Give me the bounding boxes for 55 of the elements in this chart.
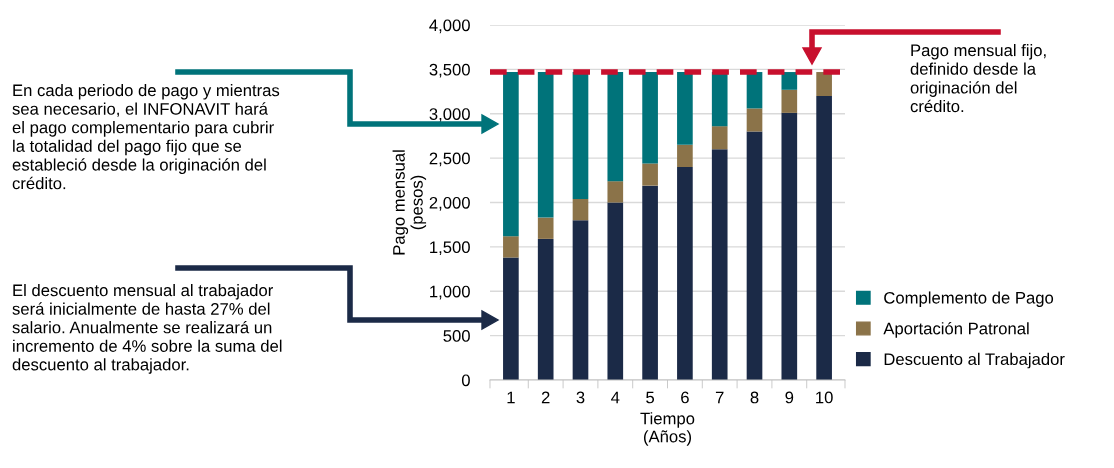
bar (781, 112, 798, 380)
bar (816, 72, 832, 96)
y-tick-label: 500 (443, 330, 470, 342)
y-tick-label: 2,000 (429, 196, 470, 211)
y-tick-label: 1,000 (430, 285, 470, 300)
bar (711, 72, 728, 127)
y-tick-label: 2,500 (429, 152, 470, 167)
text: En cada periodo de pago y mientras sea necesario, el INFONAVIT hará el pago complementario para cubrir la totalidad del pago fijo que se estableció desde la originación del crédito. (12, 84, 280, 190)
bar (781, 89, 798, 113)
bar (642, 163, 658, 186)
bar (781, 72, 798, 90)
bar (537, 72, 554, 218)
legend-label: Descuento al Trabajador (884, 352, 1065, 369)
y-tick-label: 3,500 (429, 63, 470, 78)
x-tick-label: 6 (681, 391, 689, 404)
bar (607, 72, 624, 182)
x-tick-label: 8 (750, 391, 759, 404)
bar (607, 202, 624, 380)
y-tick-label: 3,000 (429, 108, 470, 122)
legend-label: Aportación Patronal (883, 321, 1029, 338)
y-tick-label: 4,000 (429, 19, 470, 34)
x-tick-label: 4 (611, 391, 620, 404)
bar (537, 217, 554, 239)
x-tick-label: 1 (507, 391, 515, 404)
text: El descuento mensual al trabajador será inicialmente de hasta 27% del salario. Anualmente se realizará un incremento de 4% sobre la suma del descuento al trabajador. (12, 284, 282, 374)
bar (677, 144, 693, 167)
bar (572, 220, 589, 380)
bar (746, 108, 763, 132)
bar (746, 131, 763, 380)
bar (642, 185, 658, 380)
bar (711, 149, 728, 380)
bar (537, 238, 554, 380)
x-tick-label: 3 (576, 391, 585, 404)
bar (677, 167, 693, 380)
x-tick-label: 5 (646, 391, 655, 404)
bar (572, 198, 589, 221)
bar (816, 96, 832, 380)
bar (503, 72, 519, 237)
x-tick-label: 7 (715, 391, 724, 404)
legend-label: Complemento de Pago (884, 291, 1054, 307)
y-axis-title: Pago mensual (pesos) (392, 150, 427, 255)
bar (607, 181, 624, 203)
x-tick-label: 2 (541, 391, 550, 404)
bar (711, 126, 728, 150)
bar (642, 72, 658, 164)
y-tick-label: 1,500 (430, 241, 470, 256)
x-axis-title: Tiempo (Años) (640, 412, 695, 446)
y-tick-label: 0 (461, 374, 470, 387)
bar (572, 72, 589, 199)
text: Pago mensual fijo, definido desde la originación del crédito. (910, 44, 1046, 113)
bar (677, 72, 693, 145)
x-tick-label: 10 (816, 391, 833, 404)
x-tick-label: 9 (785, 391, 794, 404)
bar (503, 257, 519, 380)
bar (503, 236, 519, 258)
